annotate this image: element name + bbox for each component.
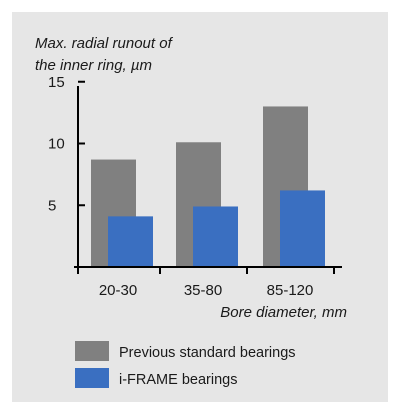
bar-i-frame-20-30	[108, 216, 153, 267]
x-tick-label-20-30: 20-30	[99, 282, 137, 299]
y-ticks-group: 5 10 15	[48, 74, 85, 214]
x-tick-label-85-120: 85-120	[267, 282, 314, 299]
y-tick-label-5: 5	[48, 197, 56, 214]
y-axis-label-line-2: the inner ring, µm	[35, 57, 152, 74]
y-axis-label-line-1: Max. radial runout of	[35, 35, 174, 52]
x-tick-label-35-80: 35-80	[184, 282, 222, 299]
bar-i-frame-85-120	[280, 190, 325, 267]
bars-group	[91, 106, 325, 267]
x-ticks-group: 20-30 35-80 85-120	[99, 267, 335, 299]
y-tick-label-10: 10	[48, 136, 65, 153]
bar-i-frame-35-80	[193, 206, 238, 267]
legend-label-1: i-FRAME bearings	[119, 372, 237, 388]
legend: Previous standard bearings i-FRAME bearin…	[75, 341, 296, 388]
bar-chart: Max. radial runout of the inner ring, µm…	[35, 35, 347, 388]
y-tick-label-15: 15	[48, 74, 65, 91]
x-axis-label: Bore diameter, mm	[220, 304, 347, 321]
legend-label-0: Previous standard bearings	[119, 345, 296, 361]
legend-swatch-1	[75, 368, 109, 388]
chart-card: Max. radial runout of the inner ring, µm…	[12, 12, 388, 402]
legend-swatch-0	[75, 341, 109, 361]
